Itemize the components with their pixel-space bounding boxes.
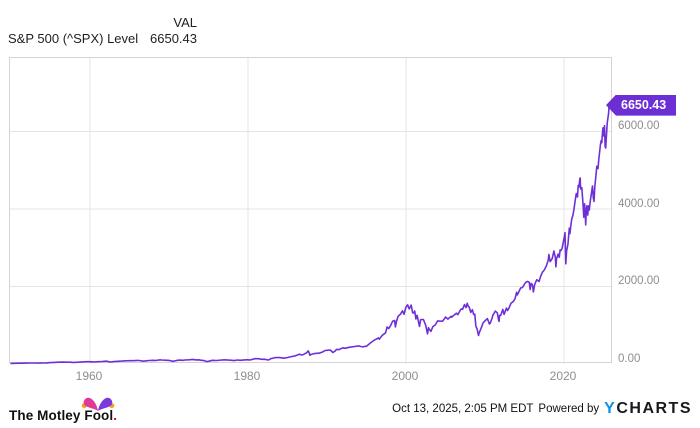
motley-fool-wordmark: The Motley Fool. (9, 408, 118, 423)
last-value-badge: 6650.43 (606, 94, 677, 116)
y-axis-tick-label: 4000.00 (618, 197, 660, 210)
jester-hat-icon (81, 397, 115, 411)
y-axis-tick-label: 2000.00 (618, 275, 660, 288)
spx-line-chart (10, 58, 613, 365)
spx-series-line (10, 103, 611, 365)
value-column-header: VAL (173, 15, 197, 30)
x-axis-tick-label: 2000 (391, 369, 419, 383)
timestamp: Oct 13, 2025, 2:05 PM EDT (392, 403, 534, 415)
ycharts-logo: YCHARTS (604, 400, 692, 418)
jester-hat-right-horn (98, 397, 113, 411)
x-axis-tick-label: 2020 (549, 369, 577, 383)
series-label: S&P 500 (^SPX) Level (8, 31, 139, 46)
x-axis-tick-label: 1980 (233, 369, 261, 383)
motley-fool-logo: The Motley Fool. (9, 395, 129, 427)
chart-plot-area (9, 57, 613, 365)
ycharts-y-glyph: Y (604, 400, 617, 417)
ycharts-wordmark: CHARTS (616, 400, 692, 417)
jester-hat-left-horn (83, 397, 98, 411)
current-value: 6650.43 (150, 31, 197, 46)
attribution: Oct 13, 2025, 2:05 PM EDT Powered by YCH… (392, 393, 692, 425)
brand-period: . (113, 408, 118, 423)
powered-by-label: Powered by (538, 403, 600, 415)
y-axis-tick-label: 0.00 (618, 353, 641, 365)
y-axis-tick-label: 6000.00 (618, 120, 660, 133)
footer: The Motley Fool. Oct 13, 2025, 2:05 PM E… (0, 393, 700, 428)
x-axis-tick-label: 1960 (75, 369, 103, 383)
